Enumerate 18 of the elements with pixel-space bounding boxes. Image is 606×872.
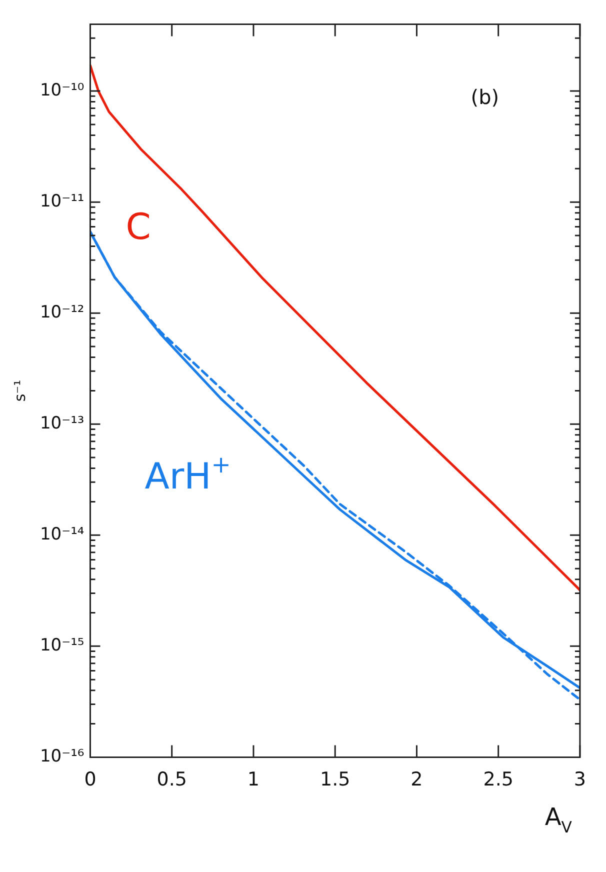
x-tick-label: 2 [410,768,423,791]
y-tick-label: 10⁻¹² [40,302,84,323]
x-tick-label: 0 [84,768,96,791]
y-tick-label: 10⁻¹⁴ [40,524,84,545]
annotation: (b) [470,85,500,110]
x-tick-label: 3 [574,768,586,791]
y-tick-label: 10⁻¹⁶ [40,746,84,767]
y-tick-label: 10⁻¹⁰ [40,80,84,100]
y-tick-label: 10⁻¹⁵ [40,636,84,656]
x-tick-label: 1 [247,768,260,791]
y-tick-label: 10⁻¹¹ [40,191,84,212]
series-label: C [126,207,151,248]
x-tick-label: 1.5 [320,768,350,791]
x-tick-label: 0.5 [156,768,187,791]
series-label: ArH+ [144,450,231,498]
x-tick-label: 2.5 [483,768,514,791]
y-axis-title: s⁻¹ [10,380,29,402]
y-tick-label: 10⁻¹³ [40,414,84,434]
